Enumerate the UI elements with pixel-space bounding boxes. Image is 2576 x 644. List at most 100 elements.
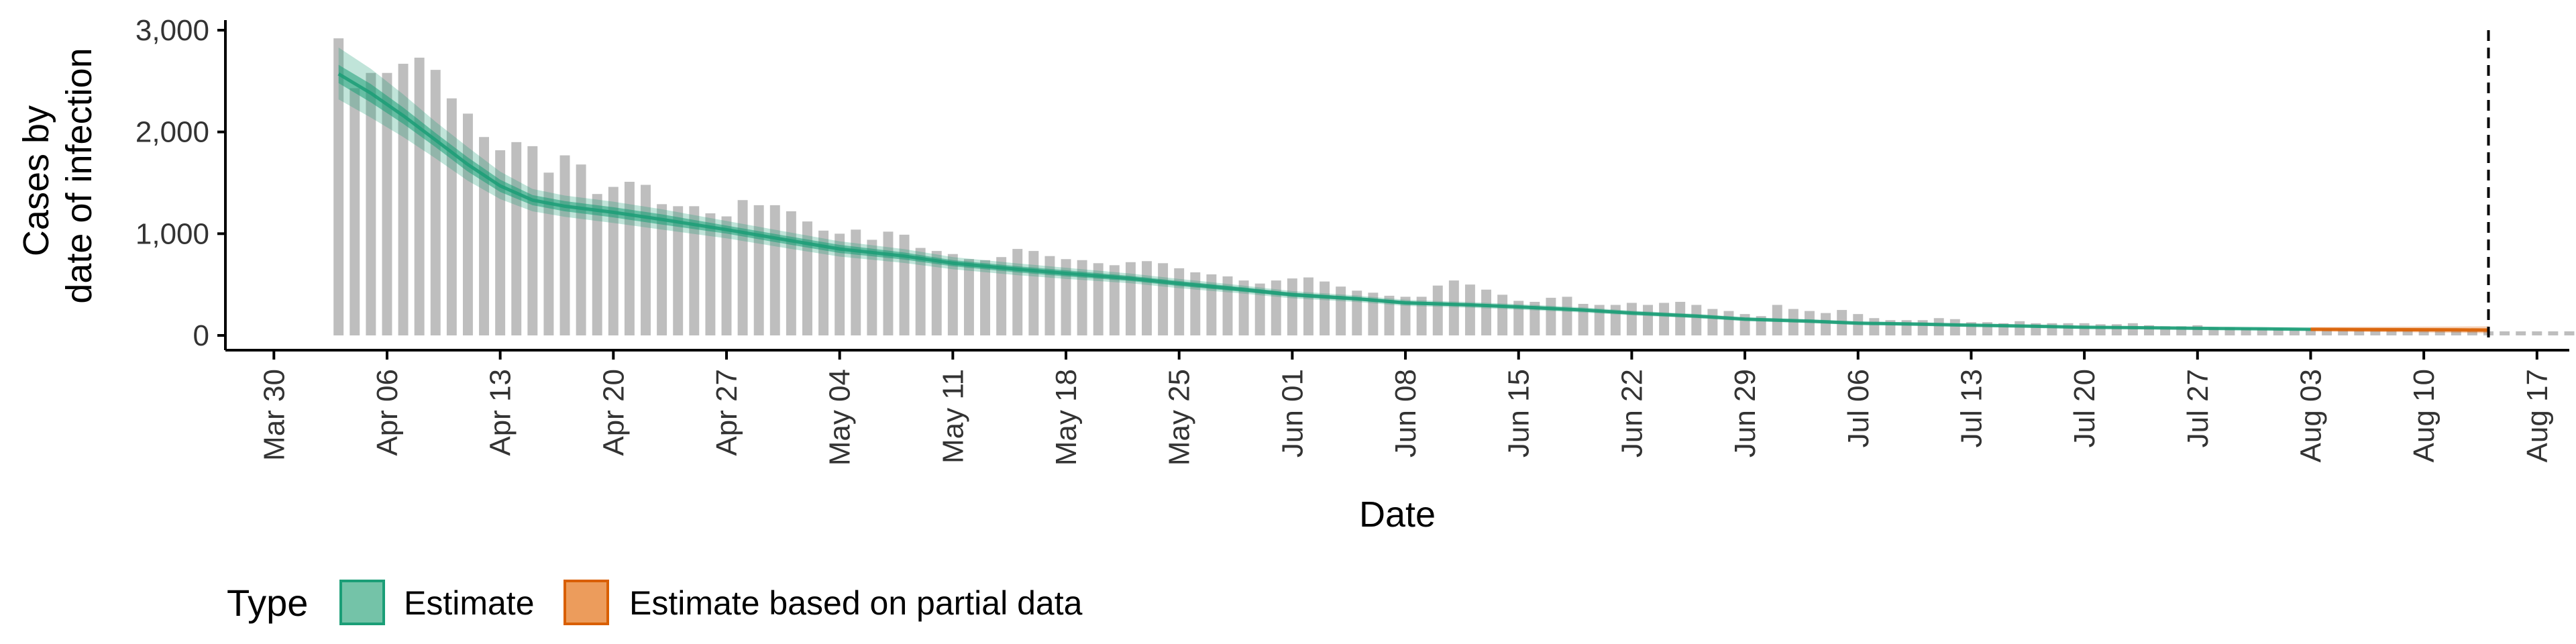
bar: [1061, 259, 1071, 335]
bar: [1723, 311, 1734, 335]
bar: [1497, 294, 1508, 335]
x-tick-label: Aug 17: [2521, 369, 2554, 462]
y-tick-label: 1,000: [136, 217, 209, 250]
bar: [1691, 305, 1702, 335]
bar: [1012, 249, 1023, 335]
bar: [1093, 263, 1104, 335]
bar: [851, 229, 861, 335]
bar: [673, 206, 684, 335]
y-axis-title-line-1: Cases by: [16, 105, 56, 256]
bar: [2257, 328, 2267, 335]
bar: [1352, 290, 1362, 335]
bar: [1368, 292, 1379, 335]
bar: [1513, 301, 1524, 335]
bar: [1206, 274, 1217, 335]
bar: [1109, 265, 1120, 335]
bar: [1432, 285, 1443, 335]
bar: [1448, 280, 1459, 335]
bar: [543, 172, 554, 335]
bar: [382, 72, 392, 335]
bar: [1303, 277, 1313, 335]
x-tick-label: May 11: [936, 369, 969, 464]
bar: [350, 88, 360, 335]
bar: [2418, 330, 2429, 335]
axes: [224, 20, 2569, 352]
bar: [1481, 289, 1491, 335]
bar: [1044, 256, 1055, 335]
bar: [1336, 286, 1346, 335]
x-tick-label: Aug 10: [2408, 369, 2440, 462]
bar: [1546, 297, 1556, 335]
bar: [479, 137, 490, 335]
bar: [980, 260, 991, 335]
bar: [818, 230, 829, 335]
bar: [398, 64, 409, 336]
bar: [2370, 330, 2381, 335]
bar: [1222, 276, 1233, 335]
bar: [1320, 281, 1330, 335]
ribbons-layer: [337, 47, 2489, 333]
bar: [2305, 329, 2316, 335]
bar: [705, 213, 716, 335]
y-tick-label: 2,000: [136, 116, 209, 149]
bar: [931, 251, 942, 335]
estimate-median-line: [337, 72, 2311, 331]
bar: [2500, 331, 2510, 335]
bar: [963, 259, 974, 335]
x-tick-label: May 25: [1163, 369, 1196, 466]
bar: [2322, 329, 2332, 335]
bar: [559, 155, 570, 336]
bar: [721, 216, 732, 335]
bar: [1158, 263, 1169, 335]
bar: [1949, 319, 1960, 335]
bar: [2467, 331, 2477, 335]
bar: [2564, 331, 2575, 335]
bar: [1384, 295, 1395, 335]
bar: [1869, 318, 1880, 335]
bar: [1562, 297, 1572, 335]
bar: [1271, 280, 1281, 335]
bar: [1707, 309, 1718, 335]
x-tick-label: Jun 15: [1503, 369, 1536, 458]
bar: [1142, 261, 1152, 335]
bar: [2015, 321, 2025, 335]
bars-layer: [333, 38, 2575, 336]
bar: [624, 181, 635, 335]
legend-key-partial: [564, 580, 609, 625]
x-tick-label: Jun 29: [1729, 369, 1762, 458]
bar: [366, 72, 376, 335]
bar: [1400, 297, 1411, 335]
bar: [1238, 280, 1249, 335]
bar: [2402, 330, 2413, 335]
y-axis-title: Cases by date of infection: [16, 48, 99, 303]
legend-key-estimate: [339, 580, 385, 625]
bar: [1643, 305, 1653, 335]
bar: [1028, 251, 1039, 335]
bar: [689, 206, 700, 335]
x-axis-title: Date: [1359, 494, 1436, 535]
x-tick-label: Apr 06: [371, 369, 404, 456]
bar: [996, 257, 1007, 335]
bar: [2532, 331, 2542, 335]
bar: [737, 200, 748, 335]
bar: [2241, 328, 2251, 335]
bar: [786, 211, 796, 335]
bar: [527, 146, 538, 335]
bar: [1174, 268, 1185, 335]
bar: [1626, 303, 1637, 335]
x-tick-label: Apr 13: [484, 369, 517, 456]
bar: [576, 164, 586, 335]
bar: [333, 38, 344, 335]
y-tick-label: 0: [193, 319, 209, 352]
x-tick-label: Jul 13: [1955, 369, 1988, 447]
x-tick-label: Jul 06: [1842, 369, 1875, 447]
bar: [414, 57, 425, 335]
bar: [769, 205, 780, 335]
bar: [1675, 301, 1686, 335]
x-tick-label: May 18: [1050, 369, 1083, 466]
legend-label-estimate: Estimate: [404, 584, 535, 622]
bar: [2273, 328, 2284, 335]
x-tick-label: Jul 27: [2182, 369, 2214, 447]
bar: [1190, 272, 1201, 335]
